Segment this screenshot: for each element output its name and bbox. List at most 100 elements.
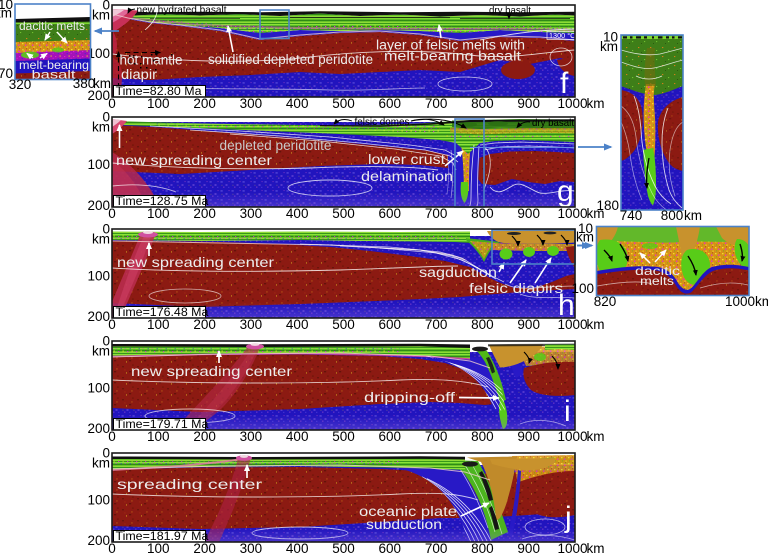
svg-text:100: 100: [87, 493, 110, 508]
svg-text:Time=181.97 Ma: Time=181.97 Ma: [116, 529, 209, 543]
svg-text:300: 300: [240, 317, 263, 332]
svg-text:600: 600: [379, 96, 402, 111]
svg-text:200: 200: [193, 541, 216, 554]
svg-text:200: 200: [193, 317, 216, 332]
svg-text:400: 400: [286, 96, 309, 111]
svg-text:delamination: delamination: [361, 169, 453, 184]
svg-text:700: 700: [425, 541, 448, 554]
svg-text:700: 700: [425, 206, 448, 221]
svg-text:dacitic melts: dacitic melts: [19, 19, 85, 33]
svg-text:depleted peridotite: depleted peridotite: [220, 138, 332, 153]
svg-text:100: 100: [147, 96, 170, 111]
svg-text:hot mantle: hot mantle: [120, 53, 183, 68]
svg-text:solidified depleted peridotite: solidified depleted peridotite: [208, 52, 373, 67]
svg-text:Time=128.75 Ma: Time=128.75 Ma: [116, 194, 209, 208]
svg-text:900: 900: [517, 206, 540, 221]
svg-text:melt-bearing: melt-bearing: [19, 58, 89, 72]
svg-text:200: 200: [193, 429, 216, 444]
svg-text:subduction: subduction: [366, 517, 442, 532]
svg-text:km: km: [600, 39, 618, 54]
svg-text:1000: 1000: [557, 541, 587, 554]
svg-text:km: km: [587, 541, 605, 554]
svg-text:320: 320: [9, 77, 32, 92]
svg-text:200: 200: [87, 198, 110, 213]
svg-text:700: 700: [425, 96, 448, 111]
svg-text:felsic diapirs: felsic diapirs: [469, 281, 563, 296]
svg-text:820: 820: [594, 294, 617, 309]
svg-text:sagduction: sagduction: [419, 265, 497, 280]
svg-text:0: 0: [102, 334, 110, 349]
svg-text:0: 0: [108, 206, 116, 221]
svg-text:melts: melts: [640, 274, 674, 288]
svg-text:km: km: [92, 232, 110, 247]
svg-text:100: 100: [87, 46, 110, 61]
svg-text:800: 800: [661, 208, 684, 223]
svg-text:km: km: [587, 429, 605, 444]
svg-text:km: km: [587, 96, 605, 111]
svg-text:100: 100: [87, 269, 110, 284]
svg-text:0: 0: [108, 429, 116, 444]
svg-text:100: 100: [147, 429, 170, 444]
svg-text:10: 10: [603, 30, 618, 45]
svg-text:0: 0: [108, 317, 116, 332]
svg-text:h: h: [558, 289, 575, 322]
svg-text:new spreading center: new spreading center: [131, 364, 293, 379]
svg-text:dacitic: dacitic: [635, 264, 680, 278]
svg-text:300: 300: [240, 206, 263, 221]
svg-text:km: km: [92, 344, 110, 359]
svg-text:800: 800: [471, 317, 494, 332]
svg-text:200: 200: [87, 421, 110, 436]
svg-text:Time=179.71 Ma: Time=179.71 Ma: [116, 417, 209, 431]
svg-text:300: 300: [240, 96, 263, 111]
svg-text:Time=82.80 Ma: Time=82.80 Ma: [116, 84, 202, 98]
svg-text:g: g: [557, 175, 574, 208]
svg-text:100: 100: [87, 157, 110, 172]
svg-text:dripping-off: dripping-off: [364, 390, 455, 405]
svg-text:180: 180: [596, 198, 619, 213]
svg-text:600: 600: [379, 317, 402, 332]
svg-text:1000: 1000: [557, 317, 587, 332]
svg-text:800: 800: [471, 96, 494, 111]
svg-text:0: 0: [108, 96, 116, 111]
svg-text:100: 100: [147, 317, 170, 332]
svg-text:1000: 1000: [557, 96, 587, 111]
svg-text:400: 400: [286, 206, 309, 221]
svg-text:400: 400: [286, 317, 309, 332]
svg-text:200: 200: [87, 309, 110, 324]
svg-text:km: km: [92, 8, 110, 23]
svg-text:500: 500: [332, 96, 355, 111]
svg-text:oceanic plate: oceanic plate: [359, 504, 457, 519]
svg-text:300: 300: [240, 429, 263, 444]
svg-text:600: 600: [379, 541, 402, 554]
svg-text:800: 800: [471, 541, 494, 554]
svg-text:km: km: [587, 206, 605, 221]
svg-text:800: 800: [471, 206, 494, 221]
svg-text:500: 500: [332, 541, 355, 554]
svg-text:1000: 1000: [557, 206, 587, 221]
svg-text:100: 100: [571, 281, 594, 296]
svg-text:600: 600: [379, 429, 402, 444]
svg-text:diapir: diapir: [121, 67, 158, 82]
svg-text:felsic domes: felsic domes: [355, 116, 410, 128]
svg-text:km: km: [684, 208, 702, 223]
svg-text:km: km: [92, 456, 110, 471]
svg-text:300: 300: [240, 541, 263, 554]
svg-text:f: f: [560, 67, 569, 100]
svg-text:500: 500: [332, 317, 355, 332]
svg-text:0: 0: [108, 541, 116, 554]
svg-text:400: 400: [286, 541, 309, 554]
svg-text:km: km: [92, 120, 110, 135]
svg-text:100: 100: [147, 541, 170, 554]
svg-text:dry basalt: dry basalt: [532, 117, 574, 129]
svg-text:100: 100: [87, 381, 110, 396]
svg-text:km: km: [93, 76, 111, 91]
svg-text:layer of felsic melts with: layer of felsic melts with: [376, 38, 525, 53]
svg-text:200: 200: [193, 96, 216, 111]
svg-text:900: 900: [517, 429, 540, 444]
svg-text:j: j: [564, 501, 572, 534]
svg-text:spreading center: spreading center: [117, 477, 263, 492]
svg-text:500: 500: [332, 206, 355, 221]
svg-text:km: km: [587, 317, 605, 332]
svg-text:400: 400: [286, 429, 309, 444]
svg-text:km: km: [576, 230, 594, 245]
